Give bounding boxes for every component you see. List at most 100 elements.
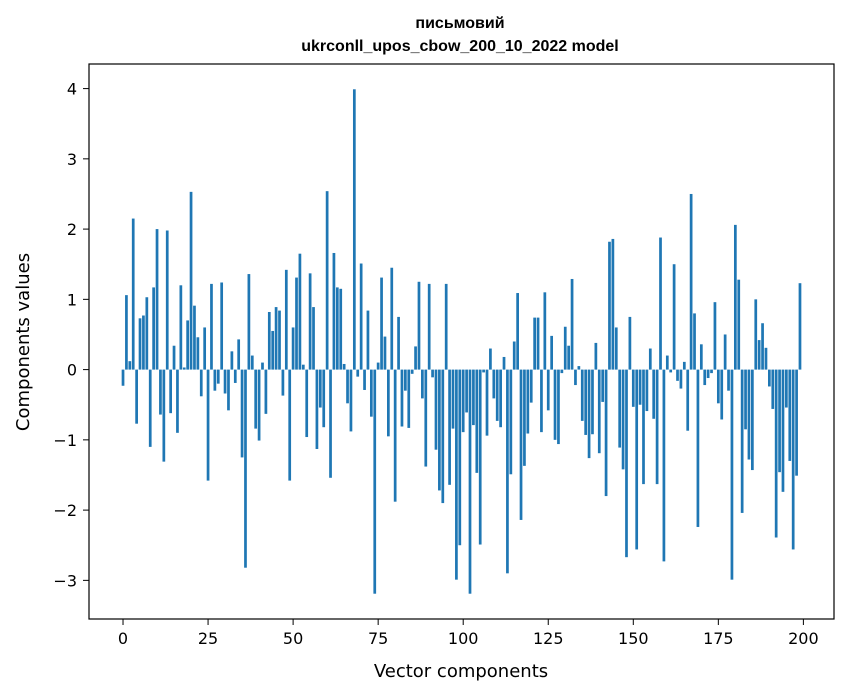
bar (159, 369, 162, 415)
bar (611, 238, 615, 370)
bar (438, 369, 441, 491)
bar (261, 362, 264, 370)
bar (659, 237, 662, 370)
bar (148, 369, 152, 447)
bar (352, 89, 356, 370)
bar (182, 367, 186, 370)
bar (162, 369, 166, 462)
bar (257, 369, 261, 441)
bar (216, 369, 220, 384)
bar (288, 369, 292, 481)
bar (662, 369, 666, 562)
bars-group (121, 89, 802, 594)
bar (635, 369, 639, 550)
chart-title-line2: ukrconll_upos_cbow_200_10_2022 model (301, 38, 618, 55)
x-tick-label: 200 (788, 629, 819, 648)
bar (495, 369, 499, 421)
bar (179, 285, 183, 370)
bar (322, 369, 326, 428)
bar (791, 369, 795, 550)
bar (591, 369, 594, 435)
bar (774, 369, 778, 538)
bar (608, 241, 611, 370)
bar (444, 283, 448, 370)
bar (761, 323, 764, 370)
bar (128, 361, 132, 370)
y-tick-label: 4 (67, 80, 77, 99)
bar (519, 369, 523, 520)
bar (383, 336, 387, 370)
bar (574, 369, 577, 386)
bar (526, 369, 530, 434)
bar (665, 355, 669, 370)
bar (689, 193, 693, 370)
bar (482, 369, 485, 373)
bar (237, 339, 241, 370)
bar (696, 369, 700, 527)
bar (733, 224, 737, 370)
bar (281, 369, 285, 396)
bar (706, 369, 710, 379)
bar (318, 369, 322, 408)
bar (356, 369, 360, 377)
bar (475, 369, 479, 473)
bar (301, 364, 305, 370)
bar (628, 316, 632, 370)
bar (618, 369, 622, 448)
bar (455, 369, 458, 580)
y-tick-label: −3 (53, 571, 77, 590)
bar (570, 278, 574, 370)
bar (427, 283, 431, 370)
bar (533, 317, 536, 370)
bar (271, 330, 275, 370)
bar (560, 369, 564, 374)
bar (536, 317, 540, 370)
bar (335, 287, 339, 370)
bar (155, 229, 159, 370)
bar (305, 369, 309, 438)
bar (679, 369, 683, 389)
bar (278, 310, 281, 370)
bar (135, 369, 138, 424)
bar (203, 327, 207, 370)
bar (186, 320, 190, 370)
bar (465, 369, 468, 413)
bar (584, 369, 588, 435)
x-tick-label: 175 (703, 629, 734, 648)
bar (672, 264, 676, 370)
bar (244, 369, 247, 568)
bar (785, 369, 788, 408)
bar (523, 369, 526, 466)
bar (458, 369, 462, 546)
bar (529, 369, 533, 403)
x-axis-ticks: 0 25 50 75 100 125 150 175 200 (118, 619, 819, 648)
bar (342, 363, 346, 370)
bar (421, 369, 424, 399)
bar (295, 277, 298, 370)
bar (740, 369, 744, 513)
bar (308, 273, 312, 370)
bar (557, 369, 560, 445)
bar (597, 369, 601, 454)
bar (196, 337, 200, 370)
x-tick-label: 25 (198, 629, 218, 648)
bar (417, 281, 421, 370)
bar (404, 369, 407, 391)
bar (284, 269, 288, 370)
bar (713, 302, 717, 370)
bar (577, 366, 581, 370)
bar (723, 334, 727, 370)
bar (199, 369, 203, 397)
bar (720, 369, 724, 420)
bar (798, 283, 802, 370)
bar (448, 369, 451, 485)
x-tick-label: 50 (283, 629, 303, 648)
bar (594, 342, 598, 370)
bar (764, 347, 768, 370)
bar (516, 293, 519, 370)
bar (339, 288, 343, 370)
bar (176, 369, 179, 433)
bar (638, 369, 642, 405)
bar (227, 369, 230, 411)
bar (264, 369, 268, 414)
